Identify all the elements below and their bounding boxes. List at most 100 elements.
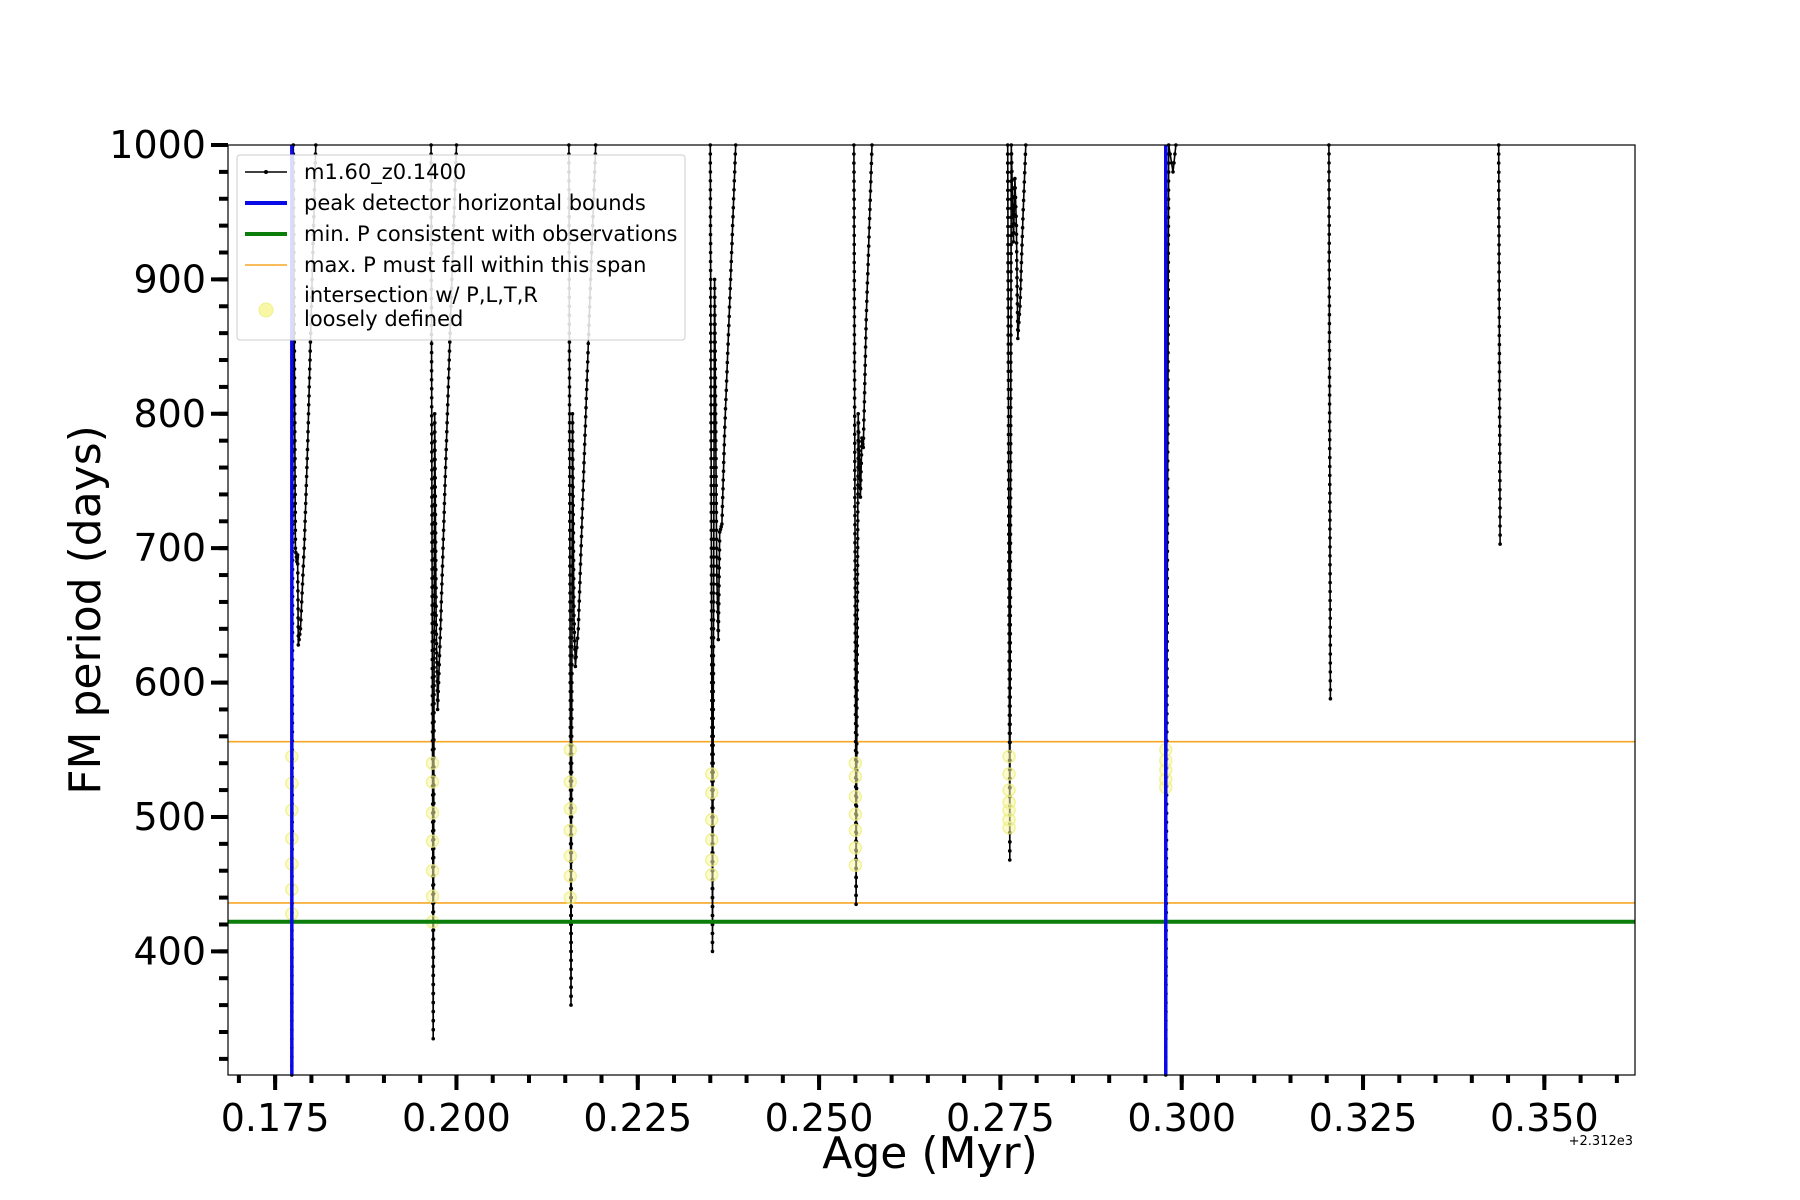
series-point xyxy=(721,478,725,482)
series-point xyxy=(570,609,574,613)
series-point xyxy=(567,483,572,488)
series-point xyxy=(1328,696,1333,701)
intersection-marker xyxy=(425,775,440,789)
series-point xyxy=(431,937,436,941)
series-point xyxy=(567,340,572,344)
series-point xyxy=(1009,260,1013,265)
series-point xyxy=(1328,509,1332,513)
series-point xyxy=(713,304,717,309)
series-point xyxy=(570,582,574,586)
series-point xyxy=(1173,152,1177,156)
series-point xyxy=(1327,232,1331,237)
series-point xyxy=(855,581,860,585)
series-point xyxy=(302,546,307,550)
series-point xyxy=(730,232,735,237)
series-point xyxy=(430,432,434,436)
series-point xyxy=(864,327,868,331)
series-point xyxy=(432,674,436,679)
series-point xyxy=(293,546,298,550)
series-point xyxy=(1327,286,1332,290)
series-point xyxy=(1009,369,1013,374)
series-point xyxy=(570,618,574,622)
series-point xyxy=(304,492,308,497)
series-point xyxy=(443,465,448,470)
series-point xyxy=(856,519,860,523)
series-point xyxy=(1497,315,1502,320)
series-point xyxy=(708,161,713,165)
series-point xyxy=(1328,634,1332,638)
series-point xyxy=(1008,659,1012,663)
series-point xyxy=(853,495,857,500)
series-point xyxy=(867,235,871,239)
series-point xyxy=(1014,223,1019,228)
series-point xyxy=(580,516,584,520)
intersection-marker xyxy=(848,790,863,804)
series-point xyxy=(1497,360,1502,365)
series-point xyxy=(1008,613,1013,618)
series-point xyxy=(572,595,576,599)
series-point xyxy=(572,622,576,626)
series-point xyxy=(301,564,306,568)
series-point xyxy=(569,815,574,819)
series-point xyxy=(434,651,439,655)
y-tick-label: 600 xyxy=(133,661,206,705)
series-point xyxy=(445,403,450,407)
series-point xyxy=(853,685,858,690)
series-point xyxy=(1166,188,1171,192)
series-point xyxy=(716,637,721,642)
series-point xyxy=(296,571,300,575)
series-point xyxy=(1327,295,1332,299)
series-point xyxy=(856,510,860,514)
series-point xyxy=(1328,455,1332,460)
series-point xyxy=(709,331,713,336)
series-point xyxy=(304,483,309,488)
series-point xyxy=(303,519,307,524)
series-point xyxy=(1013,195,1018,200)
series-point xyxy=(570,707,574,712)
series-point xyxy=(853,477,857,482)
series-point xyxy=(305,447,310,452)
series-point xyxy=(720,522,724,526)
series-point xyxy=(1017,312,1022,317)
series-point xyxy=(856,501,860,505)
series-point xyxy=(300,591,304,595)
series-point xyxy=(709,528,714,533)
series-point xyxy=(581,470,586,474)
series-point xyxy=(855,563,860,568)
series-point xyxy=(1327,277,1332,281)
series-point xyxy=(304,474,309,479)
series-point xyxy=(709,483,713,488)
series-point xyxy=(567,456,572,461)
series-point xyxy=(852,296,857,301)
series-point xyxy=(1327,187,1331,192)
series-point xyxy=(1497,351,1502,356)
intersection-marker xyxy=(563,890,578,905)
series-point xyxy=(709,465,713,470)
series-point xyxy=(1496,161,1501,165)
series-point xyxy=(444,456,448,461)
series-point xyxy=(728,286,732,291)
series-point xyxy=(1496,152,1501,156)
series-point xyxy=(433,421,437,425)
series-point xyxy=(1328,688,1333,692)
series-point xyxy=(729,268,733,273)
series-point xyxy=(864,317,868,322)
series-point xyxy=(863,354,868,359)
series-point xyxy=(716,610,721,615)
series-point xyxy=(1008,849,1012,853)
series-point xyxy=(855,697,859,701)
intersection-marker xyxy=(848,769,863,784)
intersection-marker xyxy=(848,823,863,838)
series-point xyxy=(578,571,582,576)
series-point xyxy=(569,913,574,918)
series-point xyxy=(1005,161,1010,165)
series-point xyxy=(711,653,716,658)
series-point xyxy=(293,429,297,434)
series-point xyxy=(1008,514,1013,518)
series-point xyxy=(442,492,447,497)
series-point xyxy=(728,296,732,300)
x-tick-label: 0.200 xyxy=(402,1096,511,1140)
series-point xyxy=(1011,230,1016,235)
series-point xyxy=(1006,369,1011,374)
series-point xyxy=(1006,324,1010,328)
